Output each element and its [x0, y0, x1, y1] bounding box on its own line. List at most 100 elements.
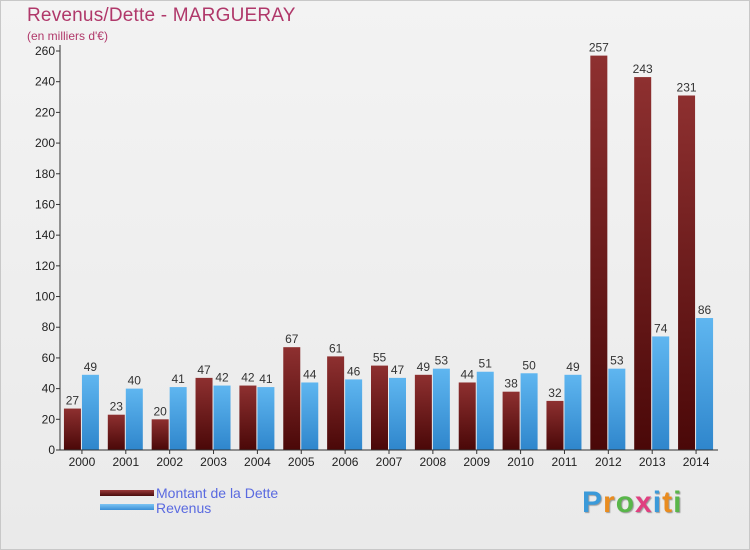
bar-debt [151, 419, 169, 450]
bar-revenue [696, 318, 714, 450]
y-tick-label: 120 [35, 259, 55, 273]
y-tick-label: 140 [35, 228, 55, 242]
y-tick-label: 180 [35, 167, 55, 181]
x-tick-label: 2008 [420, 455, 447, 469]
data-label-debt: 61 [329, 341, 343, 355]
bar-debt [63, 408, 81, 450]
data-label-revenue: 49 [84, 360, 98, 374]
data-label-debt: 42 [241, 371, 255, 385]
x-tick-label: 2013 [639, 455, 666, 469]
data-label-debt: 23 [110, 400, 124, 414]
labels-group: 27 49 23 40 20 41 47 42 42 41 67 44 61 46 55 47 49 53 44 51… [66, 41, 712, 419]
x-tick-label: 2007 [376, 455, 403, 469]
x-tick-label: 2001 [112, 455, 139, 469]
bar-debt [195, 377, 213, 450]
logo-letter: i [673, 486, 683, 519]
x-tick-label: 2002 [156, 455, 183, 469]
bar-revenue [564, 374, 582, 450]
data-label-debt: 44 [461, 367, 475, 381]
y-tick-label: 80 [42, 320, 56, 334]
y-tick-label: 200 [35, 136, 55, 150]
bar-revenue [608, 368, 626, 450]
data-label-debt: 27 [66, 394, 80, 408]
bar-debt [371, 365, 388, 450]
bar-debt [414, 374, 432, 450]
bar-revenue [213, 385, 231, 450]
y-tick-label: 260 [35, 44, 55, 58]
y-tick-label: 60 [42, 351, 56, 365]
data-label-revenue: 50 [522, 358, 536, 372]
bar-debt [634, 77, 652, 450]
data-label-debt: 67 [285, 332, 299, 346]
data-label-revenue: 41 [259, 372, 273, 386]
x-tick-label: 2010 [507, 455, 534, 469]
bar-revenue [345, 379, 363, 450]
bar-revenue [432, 368, 450, 450]
data-label-revenue: 53 [435, 354, 449, 368]
x-tick-label: 2005 [288, 455, 315, 469]
proxiti-logo: Proxiti [582, 486, 682, 520]
data-label-debt: 231 [677, 81, 697, 95]
x-tick-label: 2011 [552, 455, 578, 469]
logo-letter: i [652, 486, 663, 519]
data-label-revenue: 53 [610, 354, 624, 368]
data-label-debt: 32 [548, 386, 562, 400]
data-label-revenue: 44 [303, 367, 317, 381]
legend-label-revenue: Revenus [156, 500, 212, 516]
bar-revenue [81, 374, 99, 450]
bar-debt [678, 95, 696, 450]
bar-revenue [389, 377, 406, 450]
legend-swatch-revenue [100, 504, 154, 510]
legend-swatch-debt [100, 490, 154, 496]
data-label-revenue: 86 [698, 303, 712, 317]
data-label-debt: 20 [153, 404, 167, 418]
bar-debt [107, 414, 125, 450]
bar-revenue [301, 382, 319, 450]
bar-revenue [169, 387, 187, 450]
x-tick-label: 2012 [595, 455, 622, 469]
y-tick-label: 0 [48, 443, 55, 457]
data-label-debt: 38 [504, 377, 518, 391]
data-label-revenue: 46 [347, 364, 361, 378]
bar-debt [283, 347, 301, 450]
axes-group: 0204060801001201401601802002202402602000… [35, 44, 718, 469]
x-tick-label: 2009 [463, 455, 490, 469]
y-tick-label: 20 [42, 412, 56, 426]
bar-revenue [520, 373, 538, 450]
x-tick-label: 2003 [200, 455, 227, 469]
data-label-revenue: 49 [566, 360, 580, 374]
y-tick-label: 160 [35, 197, 55, 211]
x-tick-label: 2006 [332, 455, 359, 469]
bar-revenue [652, 336, 670, 450]
bars-group [63, 55, 714, 450]
x-tick-label: 2004 [244, 455, 271, 469]
x-tick-label: 2000 [69, 455, 96, 469]
logo-letter: t [662, 486, 674, 519]
bar-debt [239, 385, 257, 450]
bar-debt [502, 391, 520, 450]
y-tick-label: 100 [35, 290, 55, 304]
data-label-debt: 257 [589, 41, 609, 55]
data-label-debt: 243 [633, 62, 653, 76]
data-label-revenue: 74 [654, 321, 668, 335]
x-tick-label: 2014 [683, 455, 710, 469]
data-label-debt: 49 [417, 360, 431, 374]
data-label-revenue: 42 [215, 371, 229, 385]
data-label-revenue: 47 [391, 363, 405, 377]
data-label-debt: 47 [197, 363, 211, 377]
bar-debt [327, 356, 345, 450]
logo-letter: o [615, 486, 636, 519]
data-label-revenue: 40 [128, 374, 142, 388]
bar-debt [458, 382, 476, 450]
y-tick-label: 220 [35, 105, 55, 119]
data-label-debt: 55 [373, 351, 387, 365]
chart-subtitle: (en milliers d'€) [27, 29, 108, 43]
bar-revenue [257, 387, 275, 450]
bar-revenue [476, 371, 494, 450]
legend-label-debt: Montant de la Dette [156, 485, 279, 501]
logo-letter: P [582, 486, 604, 519]
logo-letter: r [603, 486, 616, 519]
bar-debt [546, 400, 564, 450]
data-label-revenue: 51 [479, 357, 493, 371]
